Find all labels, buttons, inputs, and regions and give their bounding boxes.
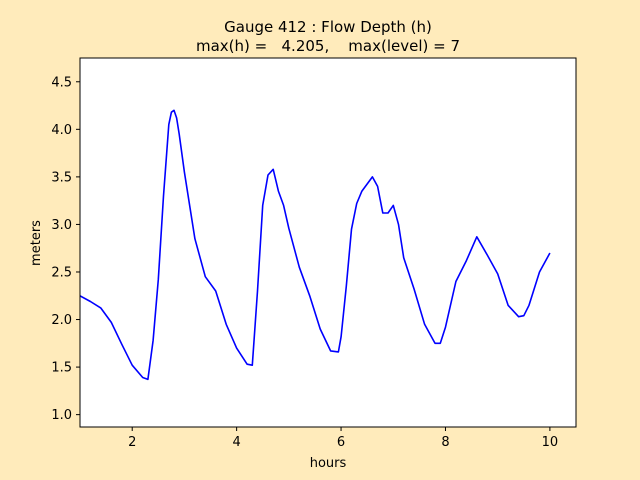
y-tick-label: 3.0 xyxy=(51,218,72,233)
x-tick-label: 4 xyxy=(232,435,240,450)
plot-area xyxy=(80,58,576,427)
series-line-1 xyxy=(80,109,551,381)
x-axis-label: hours xyxy=(310,456,347,471)
y-tick-label: 4.5 xyxy=(51,75,72,90)
y-axis-label: meters xyxy=(29,220,44,266)
y-tick-label: 4.0 xyxy=(51,123,72,138)
y-tick-label: 1.5 xyxy=(51,361,72,376)
plot-frame xyxy=(79,57,577,428)
x-tick-label: 2 xyxy=(128,435,136,450)
y-tick-label: 3.5 xyxy=(51,170,72,185)
y-tick-label: 2.5 xyxy=(51,265,72,280)
x-tick-label: 6 xyxy=(337,435,345,450)
y-tick-label: 2.0 xyxy=(51,313,72,328)
x-tick-label: 8 xyxy=(441,435,449,450)
chart-title-line-1: Gauge 412 : Flow Depth (h) xyxy=(224,18,432,36)
x-tick-label: 10 xyxy=(542,435,559,450)
chart-title-line-2: max(h) = 4.205, max(level) = 7 xyxy=(196,37,460,55)
y-tick-label: 1.0 xyxy=(51,408,72,423)
